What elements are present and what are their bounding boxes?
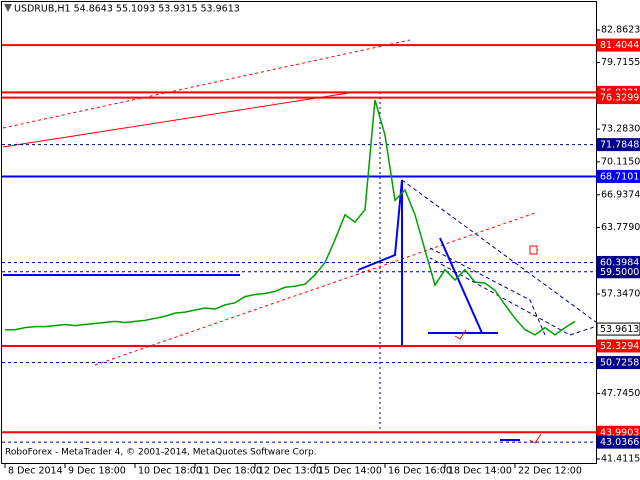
x-tick-label: 15 Dec 14:00 bbox=[318, 466, 382, 477]
wave-line bbox=[439, 237, 483, 334]
channel-line bbox=[429, 247, 546, 336]
level-label: 59.5000 bbox=[600, 267, 639, 278]
level-label-box bbox=[596, 38, 640, 52]
level-label: 76.3299 bbox=[600, 93, 639, 104]
level-label-box bbox=[596, 91, 640, 105]
y-tick-label: 41.4115 bbox=[601, 453, 640, 464]
level-label-box bbox=[596, 265, 640, 279]
price-line bbox=[5, 99, 576, 336]
level-label: 60.3984 bbox=[600, 257, 639, 268]
x-tick-label: 16 Dec 16:00 bbox=[388, 466, 452, 477]
y-tick-label: 63.7790 bbox=[601, 222, 640, 233]
check-mark bbox=[529, 433, 542, 444]
channel-line bbox=[401, 179, 602, 336]
level-label-box bbox=[596, 322, 640, 336]
y-tick-label: 79.7155 bbox=[601, 57, 640, 68]
level-label: 53.9613 bbox=[600, 324, 639, 335]
level-label-box bbox=[596, 339, 640, 353]
x-tick-label: 12 Dec 13:00 bbox=[258, 466, 322, 477]
level-label: 43.0366 bbox=[600, 437, 639, 448]
x-tick-label: 22 Dec 12:00 bbox=[518, 466, 582, 477]
plot-frame bbox=[1, 1, 597, 464]
check-mark bbox=[454, 329, 467, 340]
level-label: 50.7258 bbox=[600, 358, 639, 369]
x-tick-label: 8 Dec 2014 bbox=[8, 466, 63, 477]
level-label: 81.4044 bbox=[600, 40, 639, 51]
level-label: 52.3294 bbox=[600, 341, 639, 352]
y-tick-label: 73.2830 bbox=[601, 124, 640, 135]
y-tick-label: 70.1150 bbox=[601, 156, 640, 167]
level-label: 43.9903 bbox=[600, 427, 639, 438]
level-label-box bbox=[596, 356, 640, 370]
y-tick-label: 66.9374 bbox=[601, 189, 640, 200]
x-tick-label: 9 Dec 18:00 bbox=[68, 466, 126, 477]
level-label-box bbox=[596, 169, 640, 183]
y-tick-label: 47.7450 bbox=[601, 388, 640, 399]
symbol-icon bbox=[4, 4, 12, 12]
x-tick-label: 10 Dec 18:00 bbox=[138, 466, 202, 477]
arrow-icon bbox=[529, 245, 538, 255]
level-label-box bbox=[596, 138, 640, 152]
y-tick-label: 82.8623 bbox=[601, 24, 640, 35]
y-tick-label: 57.3470 bbox=[601, 289, 640, 300]
level-label-box bbox=[596, 435, 640, 449]
x-tick-label: 18 Dec 14:00 bbox=[448, 466, 512, 477]
trend-line bbox=[2, 91, 356, 148]
footer-text: RoboForex - MetaTrader 4, © 2001-2014, M… bbox=[5, 448, 317, 458]
level-label: 71.7848 bbox=[600, 140, 639, 151]
chart-title: USDRUB,H1 54.8643 55.1093 53.9315 53.961… bbox=[14, 4, 240, 15]
x-tick-label: 11 Dec 18:00 bbox=[198, 466, 262, 477]
level-label: 68.7101 bbox=[600, 171, 639, 182]
